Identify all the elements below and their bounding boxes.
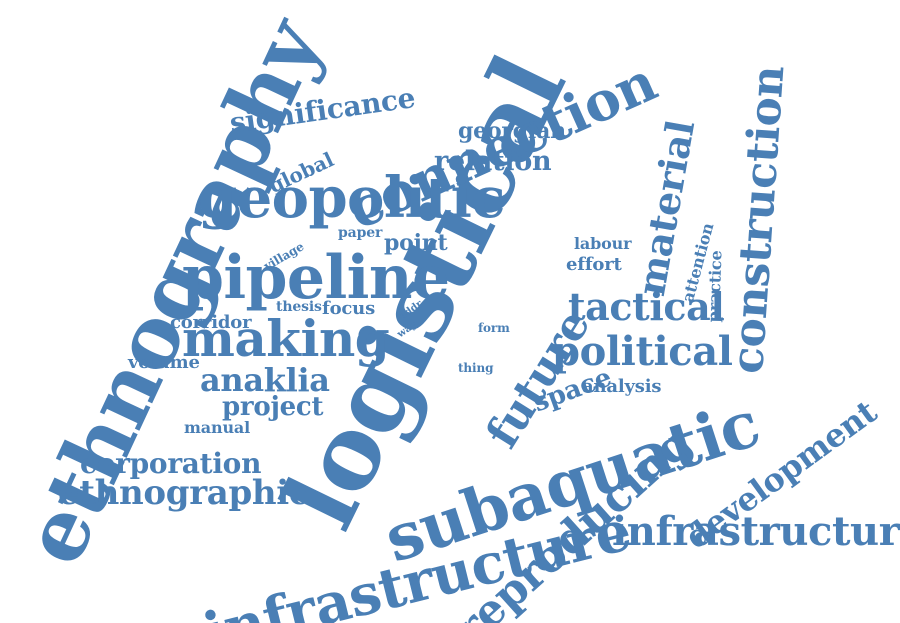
- word-form: form: [478, 321, 510, 335]
- word-project: project: [222, 392, 324, 422]
- word-geopolitic: geopolitic: [198, 165, 505, 231]
- word-making: making: [182, 309, 390, 368]
- word-analysis: analysis: [582, 376, 662, 397]
- word-georgian: georgian: [458, 118, 566, 144]
- word-tactical: tactical: [568, 284, 725, 329]
- word-political: political: [552, 328, 733, 375]
- word-volume: volume: [128, 352, 200, 373]
- word-manual: manual: [184, 418, 251, 437]
- word-construction: construction: [722, 64, 795, 376]
- word-thesis: thesis: [276, 299, 322, 315]
- word-corridor: corridor: [170, 312, 252, 333]
- word-ethnographic: ethnographic: [58, 473, 310, 513]
- word-corporation: corporation: [80, 447, 262, 480]
- word-effort: effort: [566, 254, 622, 275]
- word-point: point: [384, 230, 448, 256]
- word-pipeline: pipeline: [182, 243, 450, 313]
- word-labour: labour: [574, 234, 632, 253]
- word-focus: focus: [322, 298, 376, 319]
- word-paper: paper: [338, 225, 383, 241]
- word-infrastructural: infrastructural: [612, 508, 900, 555]
- word-thing: thing: [458, 361, 494, 375]
- word-relation: relation: [434, 146, 552, 177]
- word-anaklia: anaklia: [200, 361, 330, 399]
- word-practice: practice: [704, 250, 726, 323]
